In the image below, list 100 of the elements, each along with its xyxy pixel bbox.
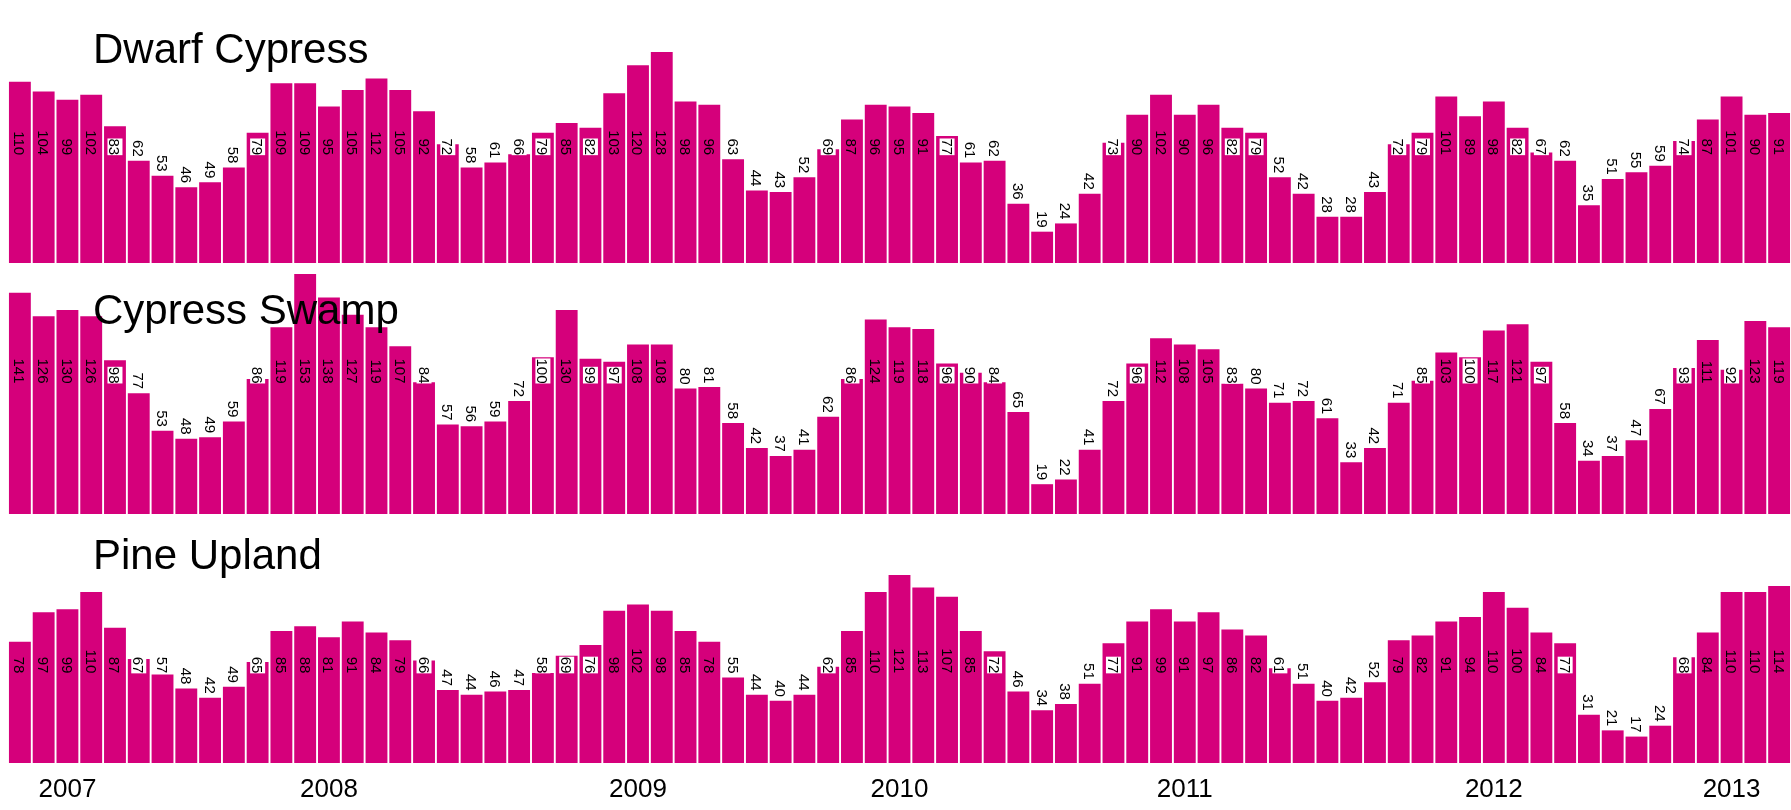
bar [1411,132,1434,263]
data-label: 35 [1580,184,1598,202]
bar [508,154,531,263]
data-label: 84 [415,366,433,384]
bar [1411,635,1434,763]
data-label: 73 [1104,138,1122,156]
data-label: 79 [534,138,552,156]
data-label: 86 [843,366,861,384]
data-label: 42 [201,677,219,694]
bar [175,438,198,514]
data-label: 85 [843,656,861,674]
bar [1459,116,1481,263]
data-label: 62 [819,656,837,674]
bar [1126,363,1149,514]
data-label: 110 [1746,649,1764,674]
data-label: 65 [1009,391,1027,409]
bar [199,697,222,763]
data-label: 44 [463,673,481,691]
data-label: 96 [700,138,718,156]
data-label: 126 [35,358,53,384]
data-label: 118 [914,359,932,384]
data-label: 114 [1770,649,1788,674]
bar [104,627,126,763]
bar [1102,643,1125,763]
bar [864,319,887,514]
data-label: 110 [867,649,885,674]
data-label: 43 [772,171,790,189]
bar [1054,703,1077,763]
bar [127,658,150,763]
bar [8,292,31,514]
bar [1625,172,1648,263]
data-label: 21 [1604,709,1622,727]
bar [1245,388,1268,514]
bar [841,630,863,763]
data-label: 119 [1770,359,1788,384]
data-label: 128 [653,130,671,156]
data-label: 79 [1390,656,1408,674]
bar [1268,402,1291,514]
data-label: 101 [1723,130,1741,156]
bar [531,672,554,763]
bar [1031,710,1054,763]
data-label: 113 [914,649,932,674]
data-label: 96 [867,138,885,156]
data-label: 87 [843,138,861,156]
data-label: 120 [629,130,647,156]
bar [1482,592,1505,763]
bar [199,437,222,514]
data-label: 41 [1081,429,1099,446]
data-label: 107 [391,358,409,384]
bar [841,119,863,263]
data-label: 66 [415,656,433,674]
bar [175,187,198,263]
data-label: 100 [1461,358,1479,384]
bar [1245,132,1268,263]
bar [1768,585,1791,763]
data-label: 103 [1437,358,1455,384]
bar [936,363,958,514]
data-label: 130 [558,358,576,384]
bar [531,357,554,514]
data-label: 102 [629,648,647,674]
data-label: 121 [891,648,908,674]
data-label: 91 [1770,138,1788,156]
data-label: 33 [1342,441,1360,459]
bar [1031,484,1054,514]
data-label: 38 [1057,683,1075,700]
bar [959,162,982,263]
data-label: 72 [1295,380,1313,398]
bar [1768,327,1791,514]
data-label: 19 [1033,210,1051,228]
data-label: 59 [1651,145,1669,162]
bar [650,344,673,514]
data-label: 90 [962,366,980,384]
data-label: 108 [629,358,647,384]
data-label: 49 [201,416,219,434]
bar [222,167,245,263]
data-label: 84 [367,656,385,674]
bar [389,346,412,514]
data-label: 56 [463,405,481,423]
data-label: 51 [1081,663,1099,680]
data-label: 90 [1128,138,1146,156]
data-label: 98 [653,656,671,674]
data-label: 34 [1033,689,1051,707]
data-label: 112 [1152,359,1170,384]
data-label: 84 [1699,656,1717,674]
bar [1696,632,1719,763]
data-label: 77 [1104,656,1122,674]
bar [365,78,388,263]
bar [1601,178,1624,263]
data-label: 42 [1366,427,1384,445]
data-label: 53 [154,410,172,427]
bar [1625,736,1648,763]
bar [603,610,626,763]
bar [722,159,745,263]
bar [199,182,222,263]
bar [222,686,245,763]
bar [745,190,768,263]
bar [1197,349,1220,514]
bar [1673,368,1695,514]
bar [936,596,958,763]
data-label: 97 [1200,656,1218,674]
